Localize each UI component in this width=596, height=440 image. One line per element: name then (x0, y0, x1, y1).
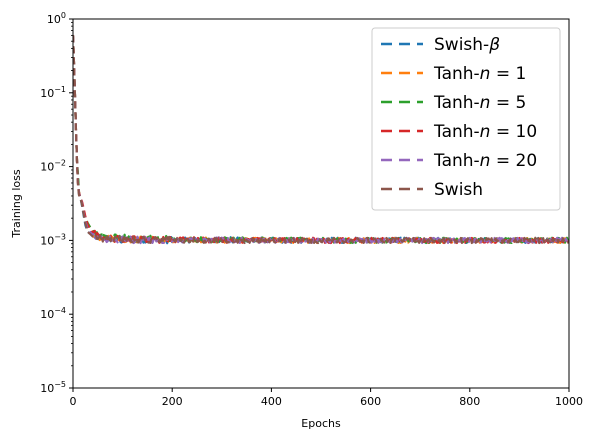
legend-label-5: Tanh-n = 20 (433, 151, 537, 171)
legend-label-2: Tanh-n = 1 (433, 64, 526, 84)
legend-label-3: Tanh-n = 5 (433, 93, 526, 113)
legend-label-4: Tanh-n = 10 (433, 122, 537, 142)
x-tick-label: 200 (162, 395, 183, 408)
legend: Swish-β Tanh-n = 1 Tanh-n = 5 Tanh-n = 10 Ta… (371, 27, 561, 211)
y-axis-title: Training loss (10, 169, 23, 238)
x-tick-label: 0 (70, 395, 77, 408)
series-line-6 (73, 35, 569, 245)
x-tick-label: 600 (360, 395, 381, 408)
x-axis-title: Epochs (301, 417, 341, 430)
x-tick-label: 800 (459, 395, 480, 408)
x-tick-label: 400 (261, 395, 282, 408)
series-layer (73, 35, 569, 245)
legend-label-1: Swish-β (434, 35, 500, 55)
x-tick-label: 1000 (555, 395, 583, 408)
plot-frame (72, 18, 570, 389)
legend-label-6: Swish (434, 180, 483, 200)
